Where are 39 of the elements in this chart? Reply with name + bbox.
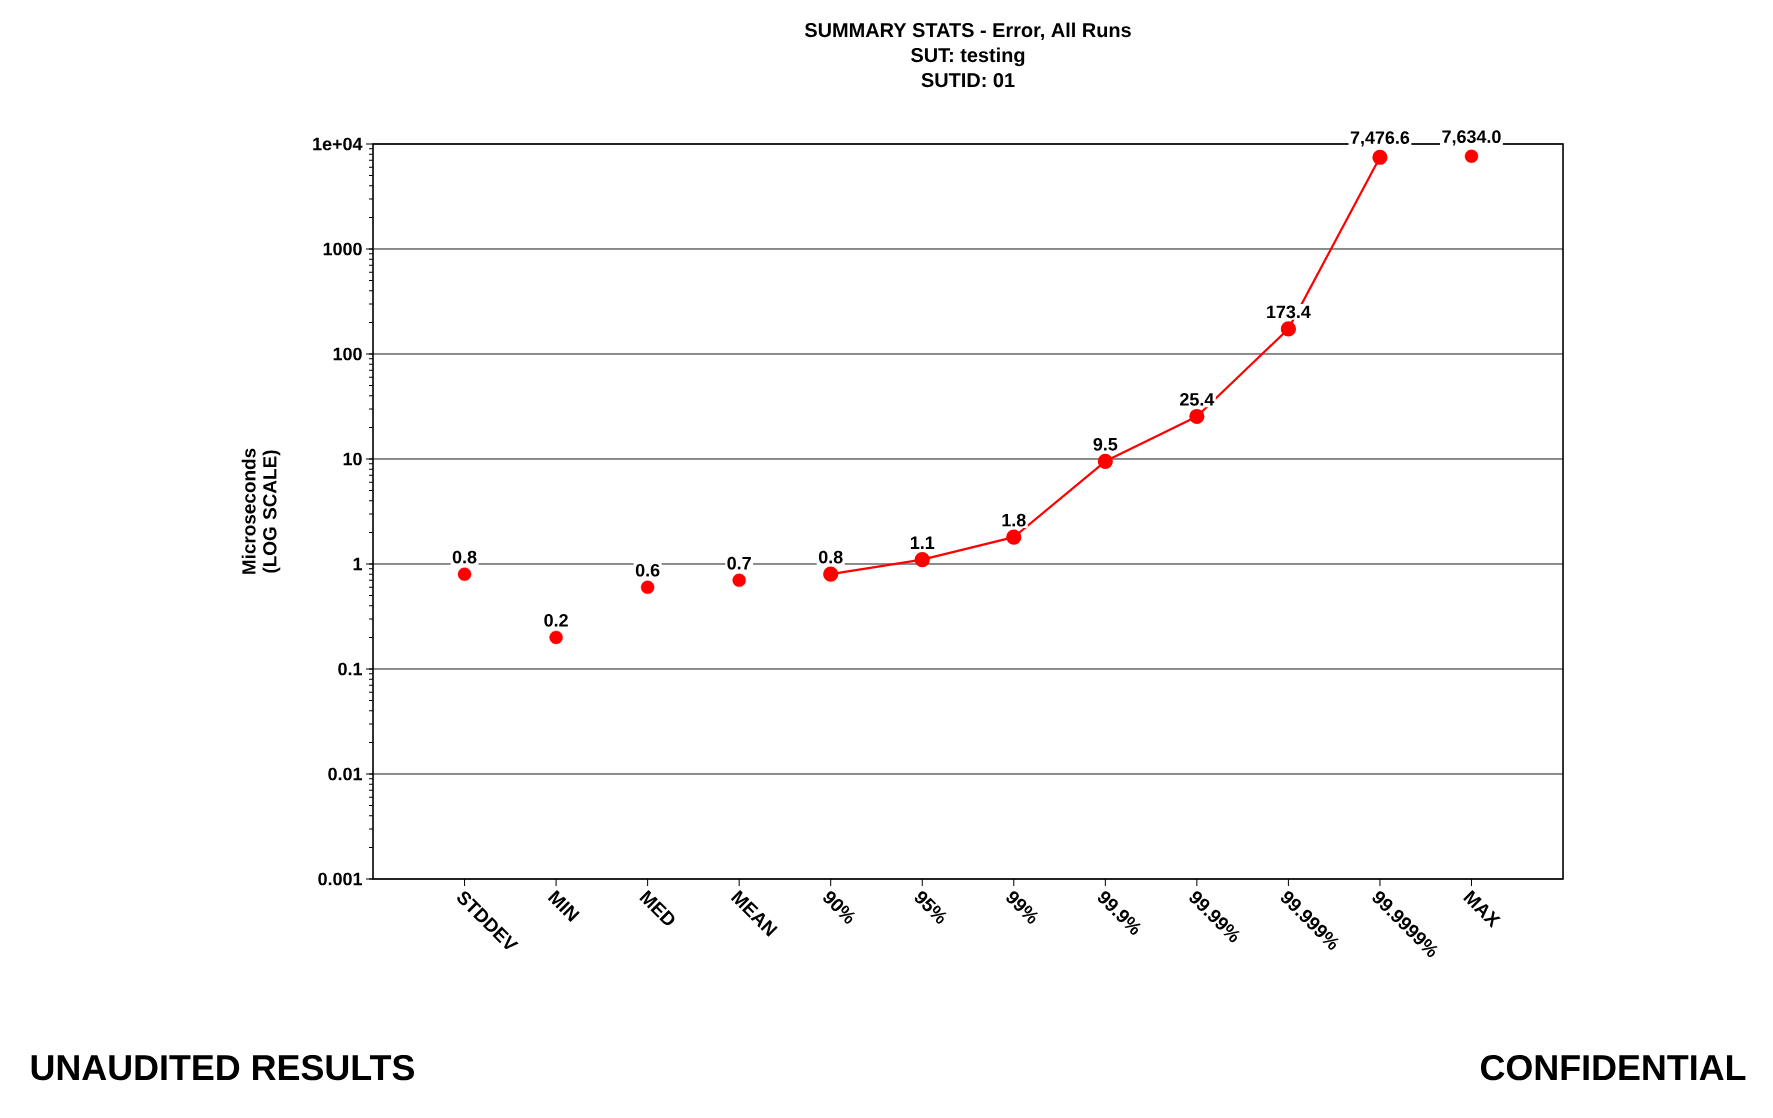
y-tick-label: 0.001 xyxy=(318,872,362,886)
point xyxy=(1097,453,1113,469)
chart-subtitle: SUT: testing xyxy=(911,47,1025,67)
point xyxy=(823,566,839,582)
data-label: 0.2 xyxy=(544,613,568,627)
data-label: 0.8 xyxy=(452,550,477,564)
text: SUTID: 01 xyxy=(921,73,1015,88)
y-tick-label: 1000 xyxy=(323,242,362,256)
data-label: 0.7 xyxy=(727,556,751,570)
y-tick-label: 10 xyxy=(343,452,362,466)
point xyxy=(549,630,563,645)
data-label: 1.8 xyxy=(1002,513,1026,527)
data-label: 173.4 xyxy=(1267,305,1311,319)
data-label: 1.1 xyxy=(910,536,935,549)
text: UNAUDITED RESULTS xyxy=(31,1054,414,1081)
data-label: 7,476.6 xyxy=(1350,131,1410,147)
point xyxy=(914,552,930,568)
y-tick-label: 100 xyxy=(333,347,362,361)
point xyxy=(1006,529,1022,545)
point xyxy=(1372,149,1388,165)
chart-title: SUMMARY STATS - Error, All Runs xyxy=(804,22,1131,41)
point xyxy=(1464,149,1479,163)
text: CONFIDENTIAL xyxy=(1480,1054,1746,1081)
data-label: 25.4 xyxy=(1180,393,1215,406)
y-tick-label: 0.01 xyxy=(328,767,362,781)
data-label: 9.5 xyxy=(1093,437,1118,451)
point xyxy=(1189,408,1205,425)
y-tick-label: 1 xyxy=(353,557,362,571)
y-axis-title: Microseconds (LOG SCALE) xyxy=(241,448,281,574)
x-tick-label: MIN xyxy=(547,889,580,922)
data-label: 0.6 xyxy=(635,563,660,577)
y-tick-label: 1e+04 xyxy=(313,137,363,151)
point xyxy=(732,573,746,587)
point xyxy=(457,567,472,581)
point xyxy=(1280,321,1296,337)
data-label: 7,634.0 xyxy=(1442,130,1501,146)
y-tick-label: 0.1 xyxy=(338,662,362,676)
point xyxy=(640,580,655,594)
data-label: 0.8 xyxy=(818,550,843,564)
